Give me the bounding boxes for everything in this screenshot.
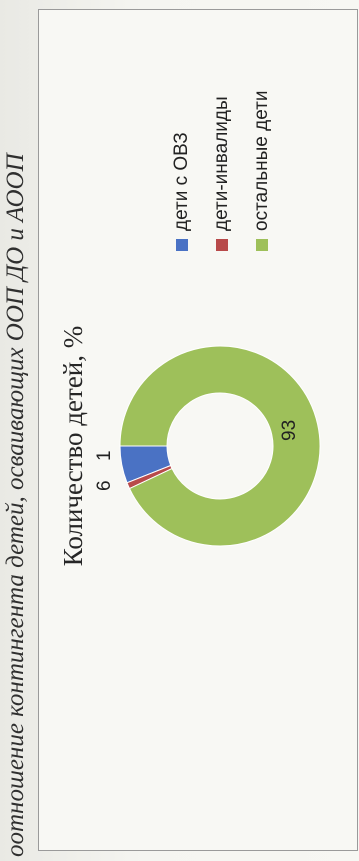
donut-slices (120, 346, 320, 546)
legend-swatch (216, 239, 228, 251)
legend-swatch (176, 239, 188, 251)
legend-item: дети-инвалиды (202, 91, 242, 251)
legend-label: дети с ОВЗ (171, 132, 193, 231)
legend-label: остальные дети (251, 91, 273, 231)
legend-label: дети-инвалиды (211, 96, 233, 231)
data-label: 93 (279, 420, 300, 441)
data-label: 1 (94, 450, 115, 461)
data-label: 6 (94, 480, 115, 491)
legend-item: дети с ОВЗ (162, 91, 202, 251)
donut-slice (120, 346, 320, 546)
legend-item: остальные дети (242, 91, 282, 251)
legend-swatch (256, 239, 268, 251)
legend: дети с ОВЗ дети-инвалиды остальные дети (162, 91, 282, 251)
